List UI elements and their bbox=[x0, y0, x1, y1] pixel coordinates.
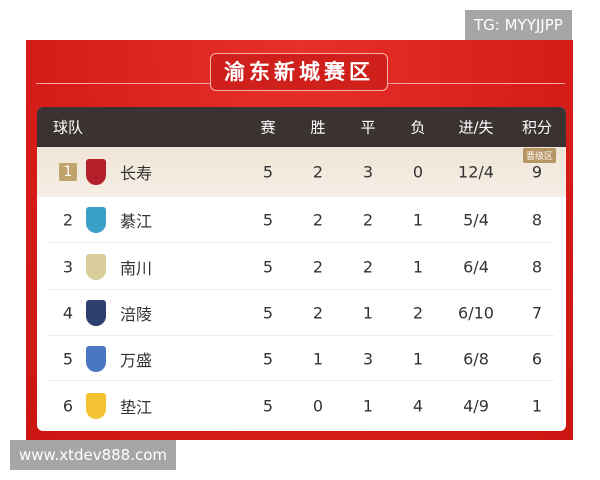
cell-points: 1 bbox=[531, 396, 543, 416]
team-name: 南川 bbox=[120, 258, 153, 278]
table-row: 5 万盛 5 1 3 1 6/8 6 bbox=[37, 336, 566, 381]
table-row: 4 涪陵 5 2 1 2 6/10 7 bbox=[37, 290, 566, 336]
cell-won: 2 bbox=[312, 162, 324, 182]
cell-points: 7 bbox=[531, 303, 543, 323]
promotion-badge: 晋级区 bbox=[522, 148, 556, 163]
page-title: 渝东新城赛区 bbox=[210, 53, 388, 91]
cell-played: 5 bbox=[262, 303, 274, 323]
watermark-bottom: www.xtdev888.com bbox=[10, 440, 177, 470]
cell-won: 0 bbox=[312, 396, 324, 416]
rank: 3 bbox=[62, 257, 74, 276]
cell-lost: 1 bbox=[412, 210, 424, 230]
table-row: 6 垫江 5 0 1 4 4/9 1 bbox=[37, 381, 566, 431]
cell-won: 2 bbox=[312, 257, 324, 276]
row-divider bbox=[49, 380, 554, 381]
cell-played: 5 bbox=[262, 210, 274, 230]
cell-drawn: 3 bbox=[362, 162, 374, 182]
cell-played: 5 bbox=[262, 162, 274, 182]
cell-points: 8 bbox=[531, 210, 543, 230]
team-logo-icon bbox=[86, 207, 106, 233]
team-logo-icon bbox=[86, 300, 106, 326]
watermark-top: TG: MYYJJPP bbox=[465, 10, 572, 40]
cell-lost: 0 bbox=[412, 162, 424, 182]
team-name: 垫江 bbox=[120, 398, 153, 417]
cell-goals: 12/4 bbox=[458, 162, 494, 182]
header-lost: 负 bbox=[410, 118, 426, 137]
cell-lost: 4 bbox=[412, 396, 424, 416]
cell-lost: 1 bbox=[412, 257, 424, 276]
cell-played: 5 bbox=[262, 349, 274, 368]
team-name: 涪陵 bbox=[120, 305, 153, 324]
title-divider-right bbox=[388, 83, 565, 84]
cell-lost: 2 bbox=[412, 303, 424, 323]
cell-points: 9 bbox=[531, 162, 543, 182]
cell-won: 2 bbox=[312, 210, 324, 230]
table-row: 1 长寿 5 2 3 0 12/4 9 晋级区 bbox=[37, 147, 566, 197]
team-logo-icon bbox=[86, 345, 106, 372]
rank: 2 bbox=[62, 210, 74, 230]
cell-goals: 6/4 bbox=[463, 257, 489, 276]
cell-lost: 1 bbox=[412, 349, 424, 368]
cell-drawn: 2 bbox=[362, 257, 374, 276]
cell-played: 5 bbox=[262, 396, 274, 416]
team-name: 綦江 bbox=[120, 212, 153, 231]
rank: 6 bbox=[62, 396, 74, 416]
cell-goals: 6/8 bbox=[463, 349, 489, 368]
header-points: 积分 bbox=[521, 118, 553, 137]
cell-drawn: 3 bbox=[362, 349, 374, 368]
header-drawn: 平 bbox=[360, 118, 376, 137]
table-row: 2 綦江 5 2 2 1 5/4 8 bbox=[37, 197, 566, 243]
team-logo-icon bbox=[86, 393, 106, 419]
cell-drawn: 1 bbox=[362, 303, 374, 323]
cell-points: 8 bbox=[531, 257, 543, 276]
cell-drawn: 2 bbox=[362, 210, 374, 230]
cell-goals: 5/4 bbox=[463, 210, 489, 230]
team-logo-icon bbox=[86, 253, 106, 280]
row-divider bbox=[49, 335, 554, 336]
header-team: 球队 bbox=[53, 118, 84, 137]
row-divider bbox=[49, 242, 554, 243]
cell-goals: 4/9 bbox=[463, 396, 489, 416]
rank: 1 bbox=[59, 163, 77, 181]
header-goals: 进/失 bbox=[458, 118, 494, 137]
header-won: 胜 bbox=[310, 118, 326, 137]
team-logo-icon bbox=[86, 159, 106, 185]
table-header: 球队 赛 胜 平 负 进/失 积分 bbox=[37, 107, 566, 147]
cell-points: 6 bbox=[531, 349, 543, 368]
standings-table: 球队 赛 胜 平 负 进/失 积分 1 长寿 5 2 3 0 12/4 9 晋级区 2 綦江 5 2 2 1… bbox=[37, 107, 566, 431]
cell-goals: 6/10 bbox=[458, 303, 494, 323]
title-divider-left bbox=[36, 83, 210, 84]
cell-drawn: 1 bbox=[362, 396, 374, 416]
team-name: 万盛 bbox=[120, 350, 153, 370]
rank: 4 bbox=[62, 303, 74, 323]
cell-played: 5 bbox=[262, 257, 274, 276]
header-played: 赛 bbox=[260, 118, 276, 137]
table-row: 3 南川 5 2 2 1 6/4 8 bbox=[37, 243, 566, 290]
row-divider bbox=[49, 289, 554, 290]
rank: 5 bbox=[62, 349, 74, 368]
cell-won: 2 bbox=[312, 303, 324, 323]
cell-won: 1 bbox=[312, 349, 324, 368]
team-name: 长寿 bbox=[120, 164, 153, 183]
